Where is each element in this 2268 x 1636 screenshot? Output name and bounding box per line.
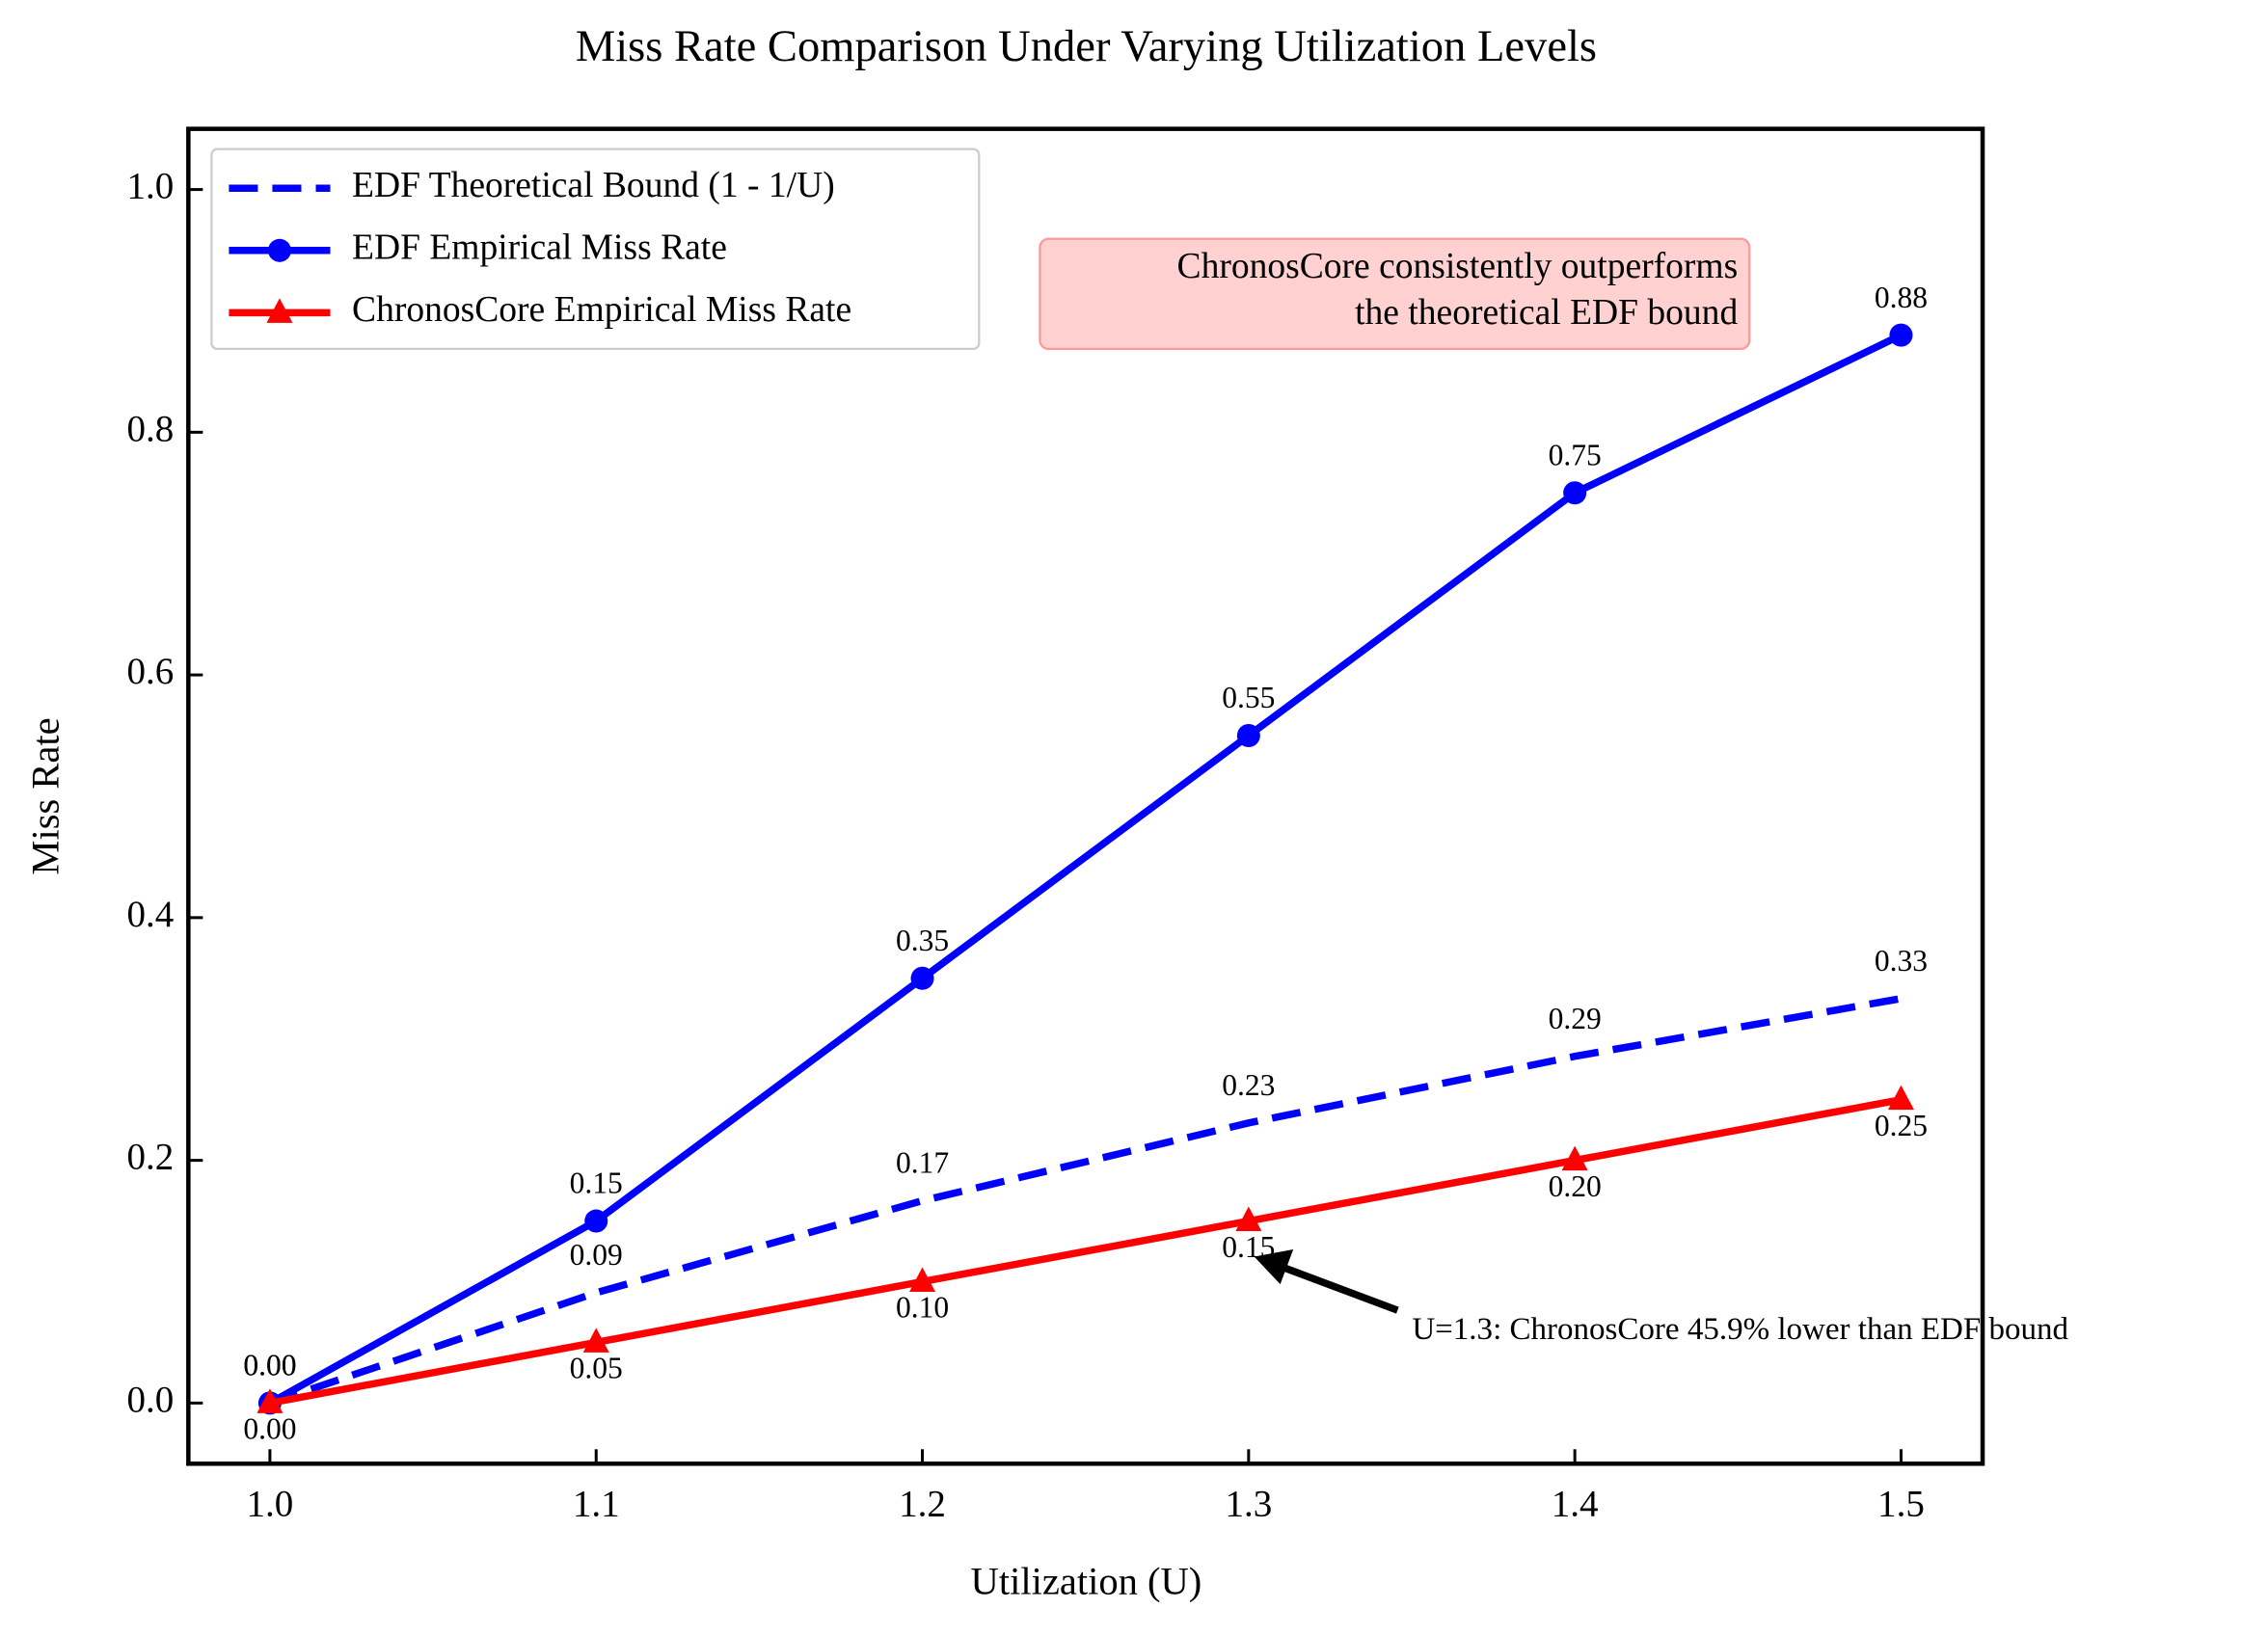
y-tick-label: 0.6 (127, 651, 175, 692)
plot-frame (186, 126, 1985, 1466)
data-label: 0.00 (243, 1349, 296, 1382)
data-label: 0.75 (1549, 438, 1602, 471)
data-label: 0.09 (570, 1238, 623, 1272)
x-axis-label: Utilization (U) (971, 1560, 1202, 1603)
legend-box (210, 148, 981, 351)
annotation-box (1039, 237, 1751, 351)
point (1561, 1145, 1588, 1171)
data-label: 0.33 (1875, 944, 1928, 978)
y-tick-label: 0.2 (127, 1137, 175, 1178)
data-label: 0.10 (896, 1291, 949, 1325)
data-label: 0.15 (570, 1167, 623, 1200)
annotation-arrow (1280, 1263, 1399, 1314)
x-tick-label: 1.3 (1225, 1483, 1272, 1524)
series-line (269, 1095, 1903, 1408)
point (582, 1328, 609, 1353)
point (910, 966, 934, 990)
y-tick-label: 0.8 (127, 408, 175, 449)
point (1235, 1206, 1262, 1232)
annotation-arrowhead (1254, 1249, 1294, 1285)
x-tick-label: 1.2 (899, 1483, 946, 1524)
legend-label: ChronosCore Empirical Miss Rate (352, 290, 851, 330)
legend-label: EDF Theoretical Bound (1 - 1/U) (352, 166, 835, 205)
annotation-text: ChronosCore consistently outperforms (1177, 247, 1739, 286)
point (1887, 1085, 1914, 1111)
legend-label: EDF Empirical Miss Rate (352, 228, 727, 267)
data-label: 0.55 (1222, 681, 1275, 714)
point (909, 1267, 936, 1292)
point (1236, 724, 1260, 748)
data-label: 0.00 (243, 1349, 296, 1382)
point (1889, 323, 1913, 347)
x-tick-label: 1.5 (1877, 1483, 1925, 1524)
point (266, 298, 293, 323)
data-label: 0.25 (1875, 1109, 1928, 1142)
series-line (268, 332, 1904, 1407)
data-label: 0.88 (1875, 281, 1928, 314)
series-line (268, 995, 1903, 1407)
x-tick-label: 1.4 (1552, 1483, 1599, 1524)
data-label: 0.35 (896, 924, 949, 957)
point (584, 1209, 608, 1233)
annotation-text: U=1.3: ChronosCore 45.9% lower than EDF … (1412, 1312, 2068, 1347)
data-label: 0.20 (1549, 1169, 1602, 1203)
y-tick-label: 1.0 (127, 166, 175, 207)
point (256, 1388, 284, 1413)
point (267, 238, 291, 262)
legend: EDF Theoretical Bound (1 - 1/U) EDF Empir… (210, 148, 981, 351)
point (1563, 481, 1587, 505)
x-tick-label: 1.1 (573, 1483, 620, 1524)
y-axis-label: Miss Rate (23, 717, 67, 874)
x-tick-label: 1.0 (247, 1483, 294, 1524)
data-label: 0.17 (896, 1146, 949, 1180)
data-label: 0.05 (570, 1352, 623, 1385)
y-tick-label: 0.4 (127, 894, 175, 935)
chart-title: Miss Rate Comparison Under Varying Utili… (576, 22, 1597, 71)
annotation-text: the theoretical EDF bound (1355, 293, 1738, 333)
data-label: 0.00 (243, 1412, 296, 1446)
y-tick-label: 0.0 (127, 1379, 175, 1420)
data-label: 0.23 (1222, 1068, 1275, 1102)
data-label: 0.29 (1549, 1002, 1602, 1035)
